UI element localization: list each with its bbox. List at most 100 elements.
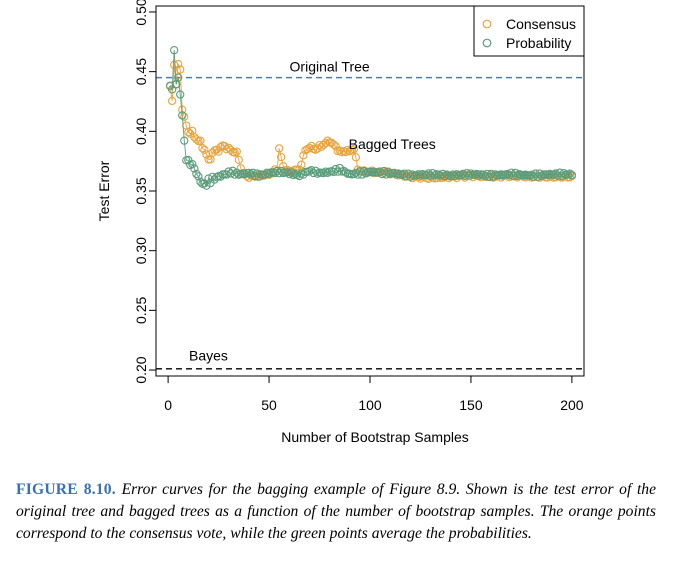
point-probability [456,170,465,180]
point-probability [414,170,423,179]
point-probability [464,171,474,180]
point-probability [295,171,304,181]
point-probability [323,168,332,177]
point-consensus [234,155,243,164]
point-consensus [349,145,358,154]
point-probability [274,169,284,178]
point-probability [406,172,415,182]
point-probability [434,170,443,179]
point-consensus [299,151,308,160]
point-probability [194,172,203,181]
legend: Consensus Probability [473,5,585,57]
point-consensus [343,145,352,155]
y-axis: 0.20 0.25 0.30 0.35 0.40 0.45 0.50 [133,0,157,384]
point-probability [535,169,544,178]
x-tick-label: 50 [261,397,277,413]
point-probability [246,170,256,179]
legend-label-consensus: Consensus [506,16,576,32]
y-tick-label: 0.50 [133,0,149,26]
point-probability [285,169,294,179]
point-consensus [216,142,225,152]
point-probability [180,136,189,145]
point-probability [488,172,498,181]
point-probability [452,170,461,179]
point-consensus [345,147,354,156]
point-probability [190,164,199,173]
point-probability [440,172,449,181]
point-probability [313,169,322,178]
annotation-bagged-trees: Bagged Trees [349,136,436,152]
plot-frame [155,5,585,377]
point-probability [438,169,447,179]
point-consensus [202,150,211,159]
x-tick-label: 150 [459,397,483,413]
point-probability [450,172,459,181]
point-probability [458,169,468,179]
legend-label-probability: Probability [506,35,571,51]
point-probability [232,168,241,177]
point-consensus [323,136,332,145]
caption-text: Error curves for the bagging example of … [16,481,657,542]
point-probability [430,171,439,180]
point-consensus [184,128,193,137]
point-probability [277,166,286,176]
point-probability [293,170,302,180]
point-probability [192,169,201,179]
point-probability [567,170,577,180]
point-consensus [180,112,189,121]
x-tick-label: 200 [560,397,584,413]
point-consensus [277,152,286,162]
figure-caption: FIGURE 8.10. Error curves for the baggin… [16,479,656,545]
annotation-bayes: Bayes [189,347,228,363]
annotation-original-tree: Original Tree [290,59,370,75]
x-tick-label: 0 [164,397,172,413]
legend-box [473,5,585,57]
point-probability [230,170,239,179]
point-probability [412,171,421,180]
y-tick-label: 0.35 [133,177,149,204]
point-consensus [321,139,330,148]
y-tick-label: 0.40 [133,117,149,144]
series-layer [165,45,577,190]
point-probability [228,166,237,175]
point-probability [250,171,260,181]
y-tick-label: 0.30 [133,237,149,264]
point-probability [398,170,407,180]
point-probability [341,168,350,177]
point-probability [204,174,213,183]
point-probability [264,169,274,179]
point-consensus [297,160,306,169]
point-consensus [198,144,207,153]
point-probability [416,171,425,180]
point-probability [373,168,383,177]
point-probability [559,169,568,178]
y-tick-label: 0.45 [133,58,149,85]
point-probability [513,171,522,181]
series-line-consensus [169,63,573,180]
point-probability [384,167,393,176]
point-consensus [274,144,284,153]
point-probability [448,170,457,179]
point-probability [208,172,217,181]
point-probability [174,73,183,82]
legend-marker-probability [482,38,492,48]
point-probability [428,168,437,178]
point-probability [200,179,209,188]
point-probability [361,169,371,178]
point-probability [321,167,330,176]
point-consensus [305,143,314,153]
test-error-chart: 0 50 100 150 200 0.20 0.25 0.30 0.35 0.40 0.45 0.5… [96,0,585,445]
x-axis-title: Number of Bootstrap Samples [281,429,469,445]
point-consensus [214,147,223,156]
point-consensus [301,146,310,155]
point-consensus [200,145,209,154]
point-probability [359,166,369,176]
point-probability [167,85,177,94]
point-probability [309,168,318,178]
caption-label: FIGURE 8.10. [16,481,116,498]
point-probability [202,181,211,190]
point-probability [462,168,472,178]
y-axis-title: Test Error [96,160,112,221]
x-tick-label: 100 [358,397,382,413]
point-probability [543,170,552,180]
